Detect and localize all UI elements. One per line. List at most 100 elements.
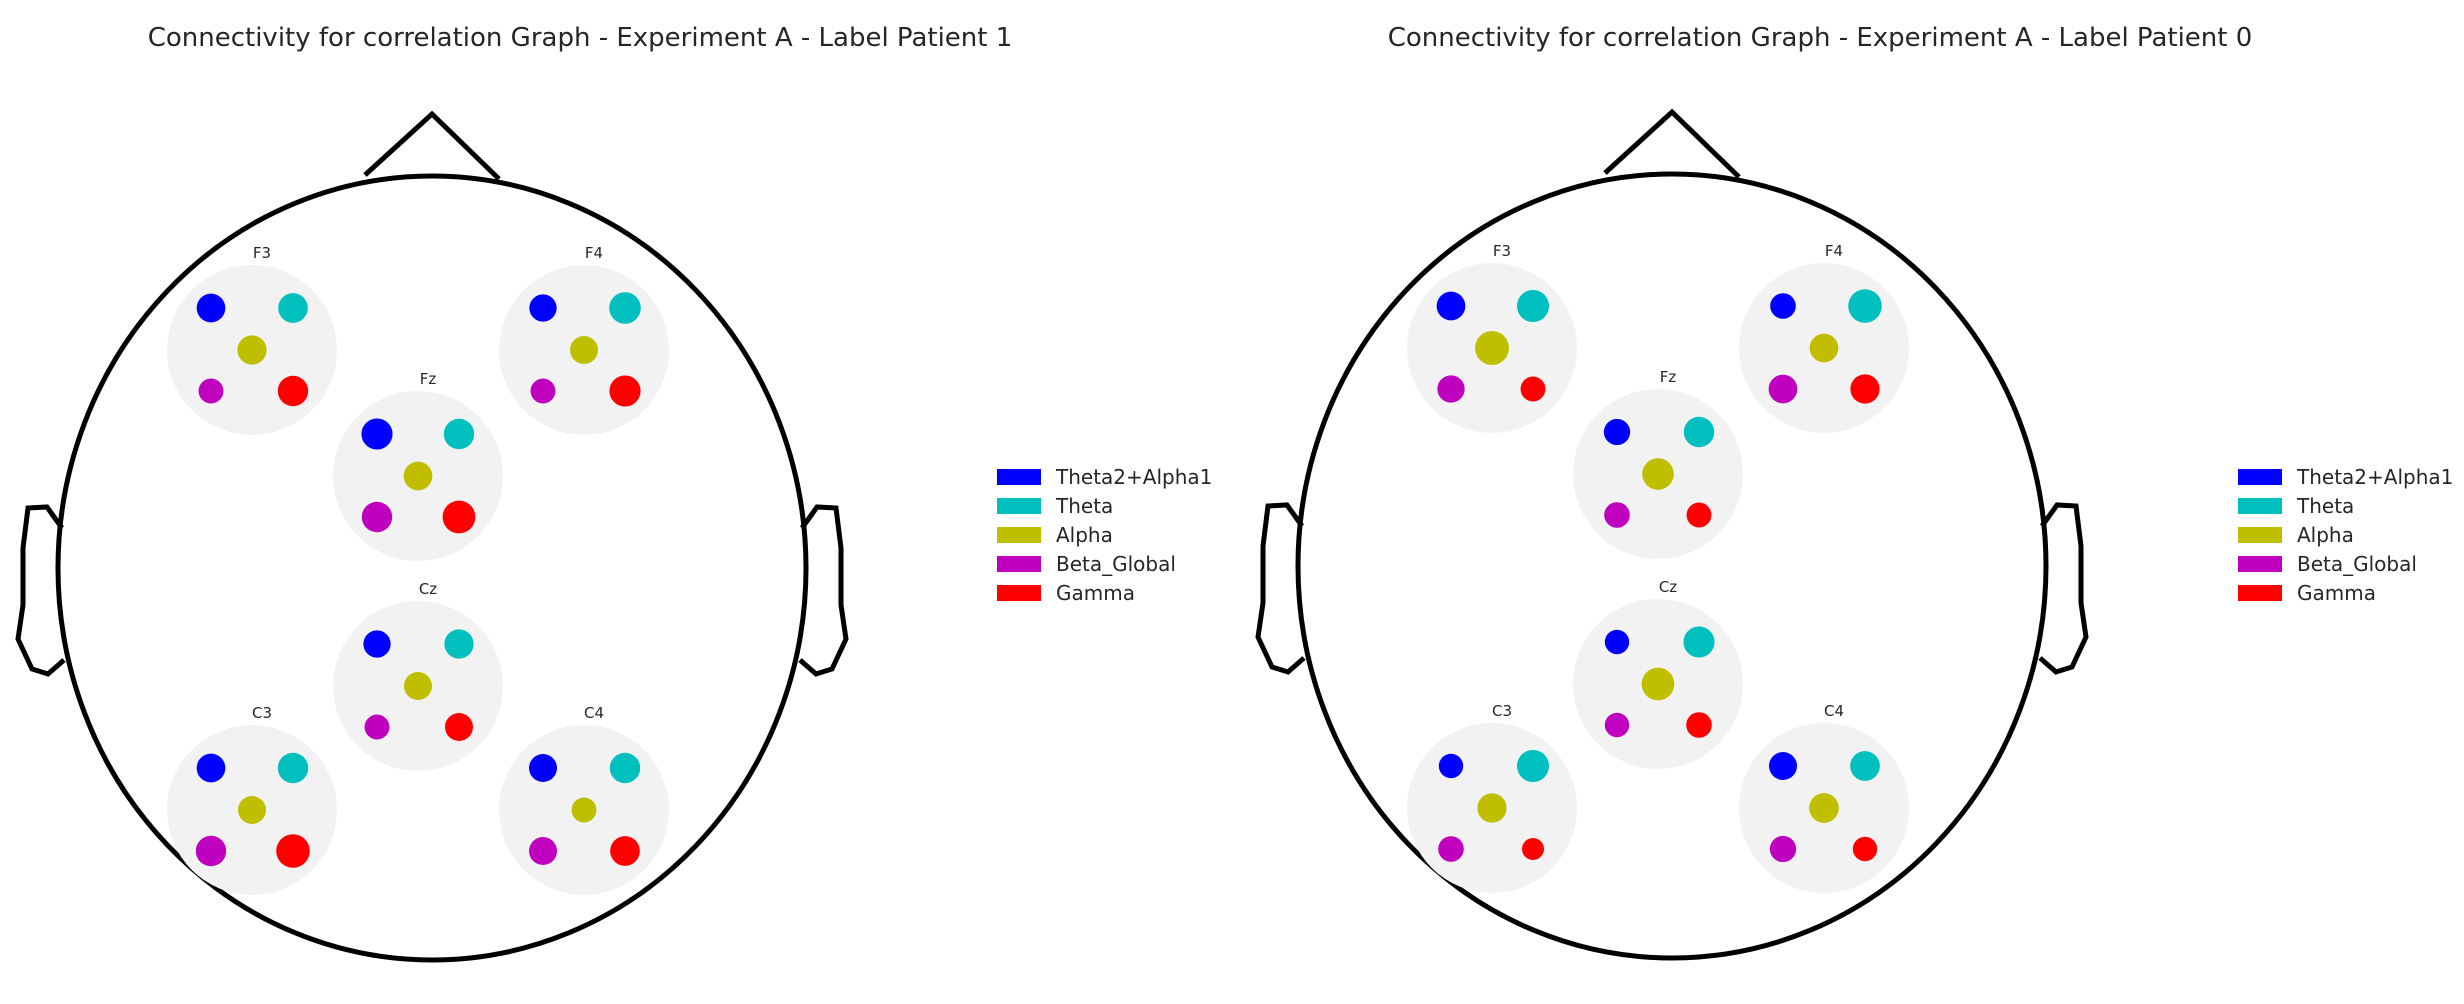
dot-c4-theta2-alpha1 <box>529 754 557 782</box>
electrode-label: F4 <box>585 244 603 262</box>
dot-f3-beta-global <box>1437 375 1465 403</box>
right-ear-outline <box>798 504 849 677</box>
dot-c3-alpha <box>1477 793 1507 823</box>
electrode-c4: C4 <box>1739 702 1909 893</box>
dot-fz-theta <box>1683 416 1715 448</box>
electrode-fz: Fz <box>333 370 503 561</box>
dot-cz-beta-global <box>364 714 390 740</box>
electrode-label: C3 <box>252 704 272 722</box>
dot-c3-gamma <box>1522 838 1544 860</box>
topomap-panel-2: Connectivity for correlation Graph - Exp… <box>1255 23 2453 961</box>
dot-cz-theta <box>444 629 474 659</box>
dot-f3-theta2-alpha1 <box>1436 291 1466 321</box>
electrode-c3: C3 <box>167 704 337 895</box>
legend: Theta2+Alpha1 Theta Alpha Beta_Global Gamma <box>2238 465 2453 605</box>
dot-c4-alpha <box>1809 793 1839 823</box>
electrode-f4: F4 <box>1739 242 1909 433</box>
dot-c3-beta-global <box>1438 836 1464 862</box>
dot-f4-beta-global <box>530 378 556 404</box>
legend-swatch <box>997 498 1041 514</box>
left-ear-outline <box>15 504 66 677</box>
electrode-f4: F4 <box>499 244 669 435</box>
electrode-label: F3 <box>1493 242 1511 260</box>
chart-title: Connectivity for correlation Graph - Exp… <box>1388 23 2253 53</box>
electrode-label: Fz <box>420 370 437 388</box>
dot-c3-beta-global <box>195 835 227 867</box>
electrode-label: F4 <box>1825 242 1843 260</box>
topomap-panel-1: Connectivity for correlation Graph - Exp… <box>15 23 1212 963</box>
dot-fz-beta-global <box>361 501 393 533</box>
dot-c4-alpha <box>571 797 597 823</box>
legend-swatch <box>997 585 1041 601</box>
dot-c4-beta-global <box>1769 835 1797 863</box>
dot-fz-gamma <box>1686 502 1712 528</box>
legend-label: Theta <box>2296 494 2354 518</box>
nose-outline <box>1603 108 1741 179</box>
legend-swatch <box>997 469 1041 485</box>
dot-f4-theta2-alpha1 <box>1770 293 1796 319</box>
electrode-label: Cz <box>1659 578 1677 596</box>
dot-c4-theta <box>609 752 641 784</box>
legend-label: Alpha <box>1056 523 1113 547</box>
dot-f4-theta2-alpha1 <box>529 294 557 322</box>
legend-label: Alpha <box>2297 523 2354 547</box>
left-ear-outline <box>1255 502 1306 675</box>
dot-fz-theta <box>443 418 475 450</box>
dot-f4-alpha <box>570 336 598 364</box>
electrode-cz: Cz <box>333 580 503 771</box>
dot-c4-beta-global <box>529 837 557 865</box>
dot-c4-theta <box>1850 751 1880 781</box>
legend-label: Theta2+Alpha1 <box>2296 465 2453 489</box>
dot-f3-theta2-alpha1 <box>196 293 226 323</box>
dot-cz-theta2-alpha1 <box>363 630 391 658</box>
dot-c3-theta <box>1516 749 1550 783</box>
dot-cz-theta2-alpha1 <box>1604 629 1630 655</box>
chart-title: Connectivity for correlation Graph - Exp… <box>148 23 1013 53</box>
dot-cz-beta-global <box>1604 712 1630 738</box>
dot-f3-beta-global <box>198 378 224 404</box>
dot-c3-theta2-alpha1 <box>1438 753 1464 779</box>
dot-fz-theta2-alpha1 <box>1603 418 1631 446</box>
dot-f4-alpha <box>1809 333 1839 363</box>
legend-label: Gamma <box>2297 581 2376 605</box>
dot-f3-alpha <box>1475 331 1509 365</box>
legend: Theta2+Alpha1 Theta Alpha Beta_Global Gamma <box>997 465 1212 605</box>
dot-cz-gamma <box>445 713 473 741</box>
legend-swatch <box>2238 527 2282 543</box>
dot-c3-theta2-alpha1 <box>196 753 226 783</box>
legend-swatch <box>2238 498 2282 514</box>
dot-f3-gamma <box>277 375 309 407</box>
electrode-label: Cz <box>419 580 437 598</box>
dot-f4-theta <box>1848 289 1882 323</box>
electrode-fz: Fz <box>1573 368 1743 559</box>
electrode-c3: C3 <box>1407 702 1577 893</box>
legend-swatch <box>997 556 1041 572</box>
electrode-c4: C4 <box>499 704 669 895</box>
dot-cz-gamma <box>1686 712 1712 738</box>
dot-f3-gamma <box>1520 376 1546 402</box>
legend-label: Gamma <box>1056 581 1135 605</box>
electrode-label: C4 <box>1824 702 1844 720</box>
head-outline <box>55 173 809 963</box>
legend-swatch <box>2238 556 2282 572</box>
legend-label: Beta_Global <box>1056 552 1176 576</box>
electrode-label: C3 <box>1492 702 1512 720</box>
nose-outline <box>363 110 501 181</box>
electrode-f3: F3 <box>167 244 337 435</box>
dot-f4-theta <box>609 292 641 324</box>
dot-c3-theta <box>277 752 309 784</box>
legend-label: Theta <box>1055 494 1113 518</box>
dot-f3-theta <box>278 293 308 323</box>
legend-swatch <box>2238 585 2282 601</box>
electrode-cz: Cz <box>1573 578 1743 769</box>
right-ear-outline <box>2038 502 2089 675</box>
head-outline <box>1295 171 2049 961</box>
legend-label: Beta_Global <box>2297 552 2417 576</box>
dot-f3-theta <box>1516 289 1550 323</box>
electrode-label: Fz <box>1660 368 1677 386</box>
dot-f4-beta-global <box>1768 374 1798 404</box>
dot-fz-gamma <box>442 500 476 534</box>
dot-fz-alpha <box>1642 458 1674 490</box>
dot-c4-gamma <box>1852 836 1878 862</box>
